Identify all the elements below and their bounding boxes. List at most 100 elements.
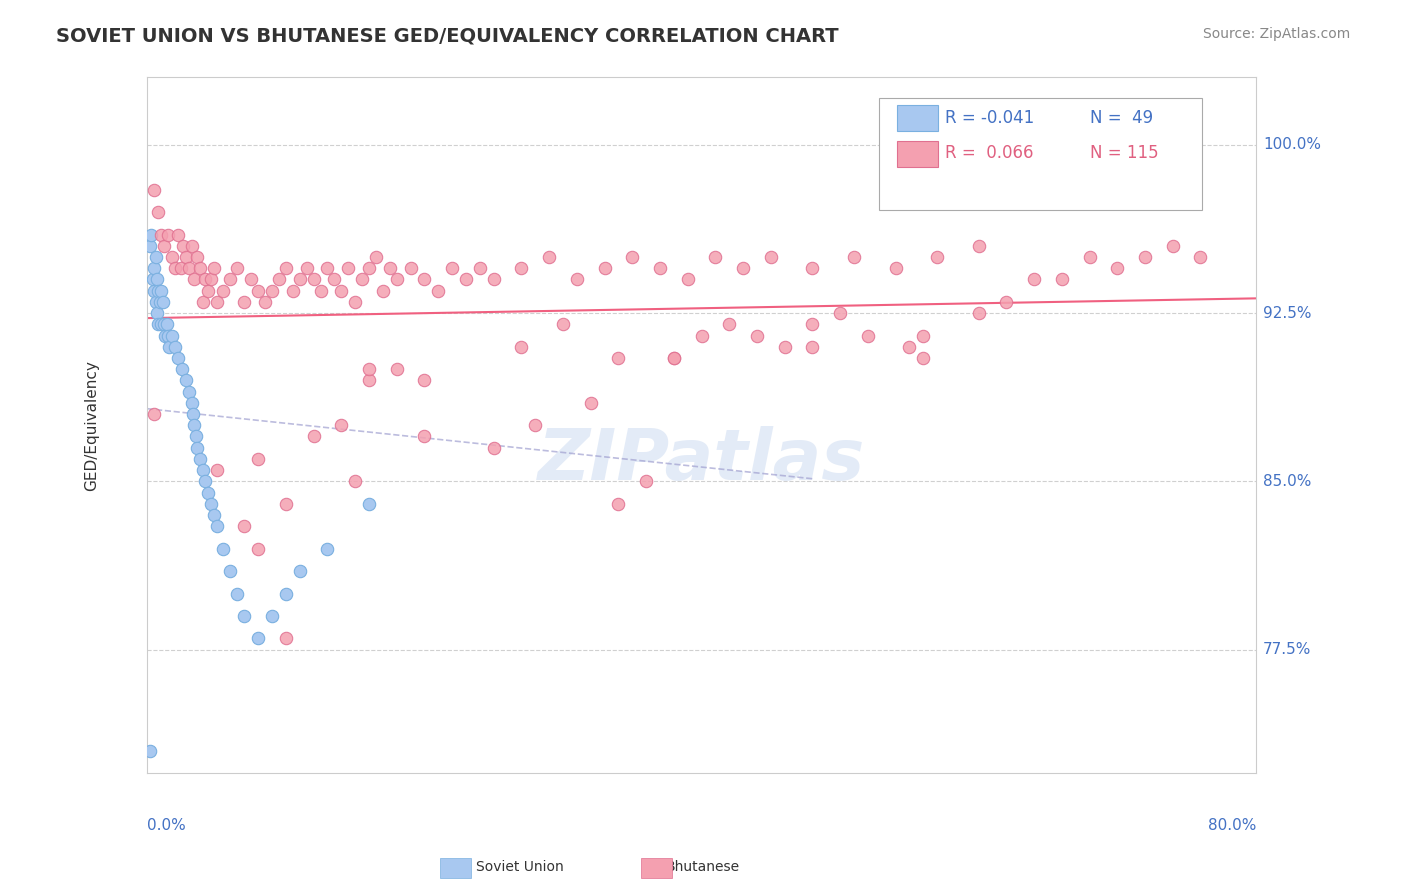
Point — [357, 362, 380, 376]
Point — [364, 250, 387, 264]
Point — [441, 261, 464, 276]
Point — [148, 205, 170, 219]
Point — [146, 306, 169, 320]
Text: 77.5%: 77.5% — [1263, 642, 1312, 657]
Point — [621, 250, 644, 264]
Point — [146, 272, 169, 286]
Point — [226, 586, 249, 600]
Point — [288, 564, 311, 578]
Point — [352, 272, 374, 286]
Point — [648, 261, 671, 276]
Point — [150, 318, 173, 332]
Point — [413, 429, 436, 443]
Point — [274, 497, 297, 511]
Point — [260, 609, 283, 624]
Point — [510, 261, 533, 276]
Point — [150, 227, 173, 242]
Point — [143, 407, 166, 421]
Text: 85.0%: 85.0% — [1263, 474, 1312, 489]
Point — [197, 284, 219, 298]
Point — [169, 261, 191, 276]
Point — [180, 396, 202, 410]
Text: SOVIET UNION VS BHUTANESE GED/EQUIVALENCY CORRELATION CHART: SOVIET UNION VS BHUTANESE GED/EQUIVALENC… — [56, 27, 839, 45]
Point — [166, 351, 188, 365]
Point — [427, 284, 450, 298]
Point — [274, 261, 297, 276]
Point — [142, 272, 165, 286]
Point — [371, 284, 394, 298]
Point — [148, 284, 170, 298]
Text: ZIPatlas: ZIPatlas — [538, 425, 865, 494]
Point — [801, 318, 824, 332]
Point — [801, 261, 824, 276]
Point — [184, 429, 207, 443]
Point — [690, 328, 713, 343]
Point — [160, 328, 183, 343]
Point — [357, 373, 380, 387]
Point — [174, 373, 197, 387]
Point — [219, 564, 242, 578]
Point — [510, 340, 533, 354]
Point — [1078, 250, 1101, 264]
Point — [260, 284, 283, 298]
Point — [1024, 272, 1046, 286]
Point — [967, 306, 990, 320]
Point — [156, 318, 179, 332]
Point — [188, 451, 211, 466]
Point — [801, 340, 824, 354]
Point — [413, 373, 436, 387]
Text: N = 115: N = 115 — [1090, 145, 1159, 162]
Point — [281, 284, 304, 298]
Point — [202, 508, 225, 522]
Text: 80.0%: 80.0% — [1208, 818, 1256, 833]
Text: GED/Equivalency: GED/Equivalency — [84, 359, 100, 491]
Point — [579, 396, 602, 410]
Point — [143, 183, 166, 197]
Point — [330, 418, 353, 433]
Point — [191, 463, 214, 477]
Point — [202, 261, 225, 276]
Point — [180, 238, 202, 252]
Point — [636, 475, 658, 489]
Point — [139, 744, 162, 758]
Point — [226, 261, 249, 276]
Point — [247, 632, 270, 646]
Point — [718, 318, 741, 332]
Point — [155, 328, 177, 343]
Point — [607, 497, 630, 511]
Point — [399, 261, 422, 276]
Point — [704, 250, 727, 264]
Point — [662, 351, 685, 365]
Point — [200, 272, 222, 286]
Point — [240, 272, 263, 286]
Point — [344, 294, 367, 309]
Point — [212, 541, 235, 556]
Text: 100.0%: 100.0% — [1263, 137, 1320, 153]
Point — [759, 250, 782, 264]
Point — [274, 586, 297, 600]
Text: Source: ZipAtlas.com: Source: ZipAtlas.com — [1202, 27, 1350, 41]
Point — [163, 261, 186, 276]
Point — [247, 541, 270, 556]
Point — [183, 272, 205, 286]
Point — [830, 306, 852, 320]
Point — [150, 284, 173, 298]
Point — [194, 475, 217, 489]
Point — [194, 272, 217, 286]
Point — [1050, 272, 1073, 286]
Point — [385, 362, 408, 376]
Text: Soviet Union: Soviet Union — [477, 860, 564, 874]
Point — [143, 261, 166, 276]
Point — [172, 238, 194, 252]
Point — [177, 384, 200, 399]
Point — [191, 294, 214, 309]
Point — [145, 250, 167, 264]
Point — [551, 318, 574, 332]
Point — [205, 294, 228, 309]
Point — [254, 294, 277, 309]
Point — [186, 250, 208, 264]
Point — [1189, 250, 1212, 264]
Point — [177, 261, 200, 276]
Point — [1107, 261, 1129, 276]
Point — [159, 340, 181, 354]
